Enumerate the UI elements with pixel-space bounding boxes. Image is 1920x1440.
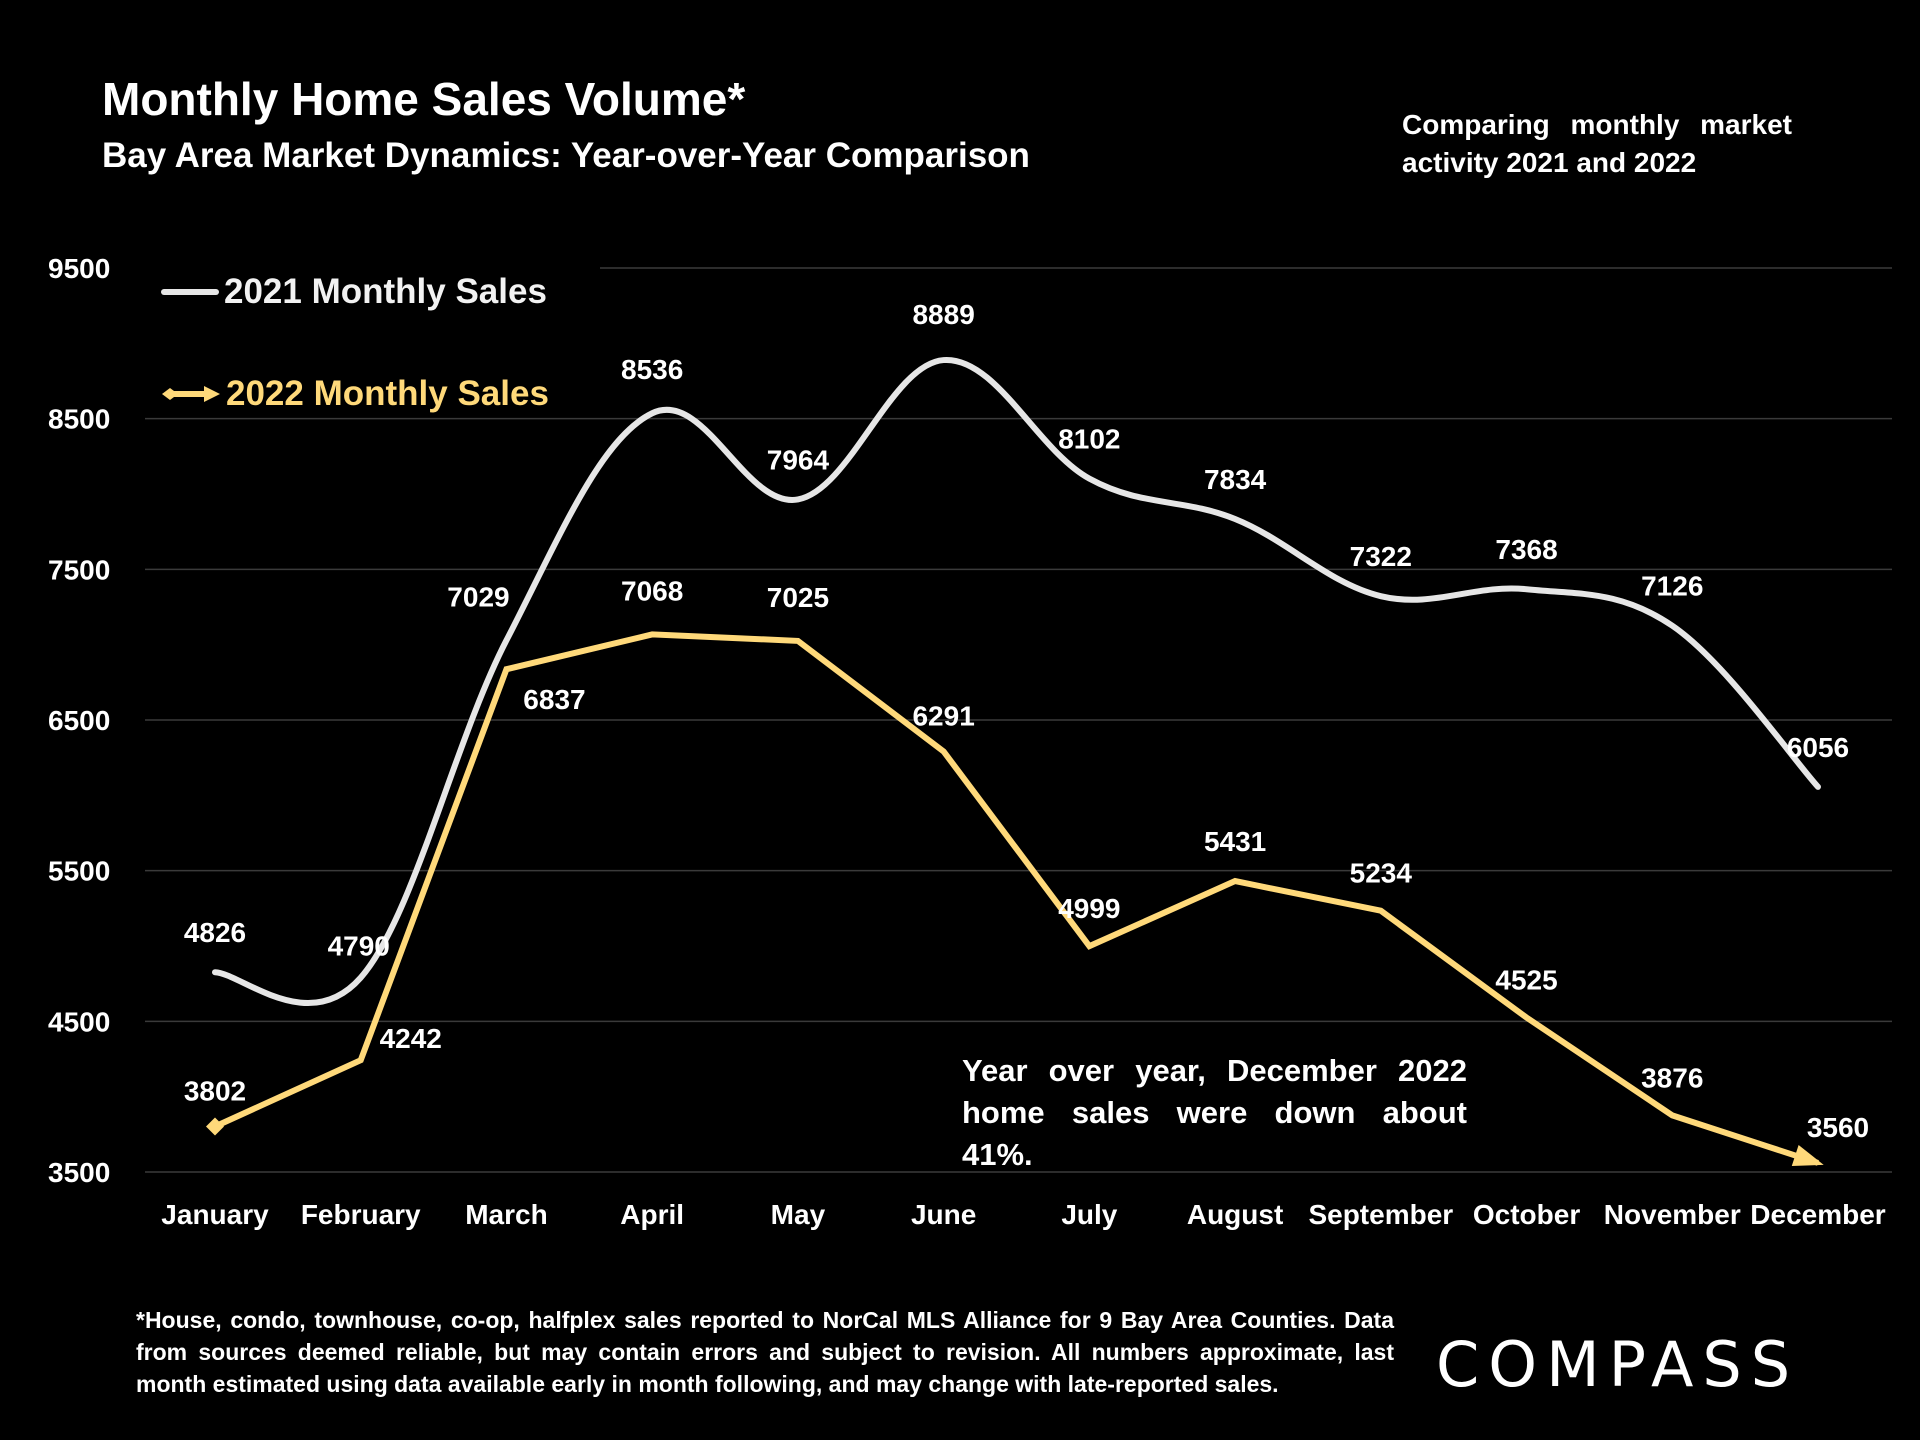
data-label-2022: 7068 <box>621 575 683 606</box>
data-label-2021: 8102 <box>1058 424 1120 455</box>
x-tick-label: September <box>1308 1199 1453 1230</box>
x-tick-label: March <box>465 1199 547 1230</box>
data-label-2021: 7126 <box>1641 571 1703 602</box>
data-label-2021: 4790 <box>328 931 390 962</box>
y-tick-label: 6500 <box>48 705 110 736</box>
data-label-2022: 5234 <box>1350 858 1413 889</box>
y-tick-label: 4500 <box>48 1006 110 1037</box>
x-tick-label: July <box>1061 1199 1117 1230</box>
data-label-2021: 8889 <box>912 299 974 330</box>
data-label-2021: 8536 <box>621 354 683 385</box>
x-axis-ticks: January February March April May June July Augu… <box>161 1199 1886 1230</box>
x-tick-label: January <box>161 1199 269 1230</box>
x-tick-label: April <box>620 1199 684 1230</box>
data-label-2022: 5431 <box>1204 826 1266 857</box>
data-label-2022: 3876 <box>1641 1062 1703 1093</box>
y-tick-label: 9500 <box>48 253 110 284</box>
data-label-2022: 7025 <box>767 582 829 613</box>
x-tick-label: December <box>1750 1199 1886 1230</box>
legend-label-2022: 2022 Monthly Sales <box>226 374 549 413</box>
chart-subtitle: Bay Area Market Dynamics: Year-over-Year… <box>102 136 1030 175</box>
footnote: *House, condo, townhouse, co-op, halfple… <box>136 1307 1394 1397</box>
data-label-2021: 7368 <box>1495 534 1557 565</box>
data-label-2022: 4525 <box>1495 965 1557 996</box>
x-tick-label: November <box>1604 1199 1741 1230</box>
x-tick-label: October <box>1473 1199 1580 1230</box>
legend-item-2022: 2022 Monthly Sales <box>160 374 549 414</box>
y-tick-label: 8500 <box>48 404 110 435</box>
data-label-2021: 7964 <box>767 444 830 475</box>
chart-title: Monthly Home Sales Volume* <box>102 73 746 125</box>
data-label-2022: 6291 <box>912 700 974 731</box>
data-label-2022: 3802 <box>184 1075 246 1106</box>
data-label-2021: 6056 <box>1787 732 1849 763</box>
series-line-2022 <box>213 631 1819 1166</box>
series-end-arrow-2022 <box>1791 1145 1824 1166</box>
series-line-2021 <box>212 357 1821 1007</box>
legend-arrow-2022-icon <box>162 386 220 402</box>
data-label-2022: 3560 <box>1807 1112 1869 1143</box>
data-label-2021: 4826 <box>184 917 246 948</box>
y-tick-label: 7500 <box>48 554 110 585</box>
legend-label-2021: 2021 Monthly Sales <box>224 272 547 311</box>
y-tick-label: 5500 <box>48 856 110 887</box>
data-label-2021: 7834 <box>1204 464 1267 495</box>
gridlines <box>145 267 1892 1173</box>
legend-item-2021: 2021 Monthly Sales <box>160 272 547 312</box>
legend-line-2021-icon <box>161 289 219 295</box>
compass-logo: COMPASS <box>1436 1328 1800 1401</box>
x-tick-label: May <box>771 1199 826 1230</box>
x-tick-label: June <box>911 1199 976 1230</box>
y-tick-label: 3500 <box>48 1157 110 1188</box>
y-axis-ticks: 3500 4500 5500 6500 7500 8500 9500 <box>48 253 110 1188</box>
series-lines <box>206 357 1824 1166</box>
data-labels: 4826 4790 7029 8536 7964 8889 8102 7834 7322 7368… <box>184 299 1869 1143</box>
yoy-callout: Year over year, December 2022 home sales… <box>962 1053 1467 1172</box>
data-label-2022: 4999 <box>1058 893 1120 924</box>
x-tick-label: August <box>1187 1199 1283 1230</box>
data-label-2022: 6837 <box>523 684 585 715</box>
series-start-marker-2022 <box>206 1117 224 1136</box>
data-label-2021: 7322 <box>1350 541 1412 572</box>
x-tick-label: February <box>301 1199 421 1230</box>
data-label-2022: 4242 <box>380 1023 442 1054</box>
comparison-note: Comparing monthly market activity 2021 a… <box>1402 109 1792 178</box>
data-label-2021: 7029 <box>447 581 509 612</box>
